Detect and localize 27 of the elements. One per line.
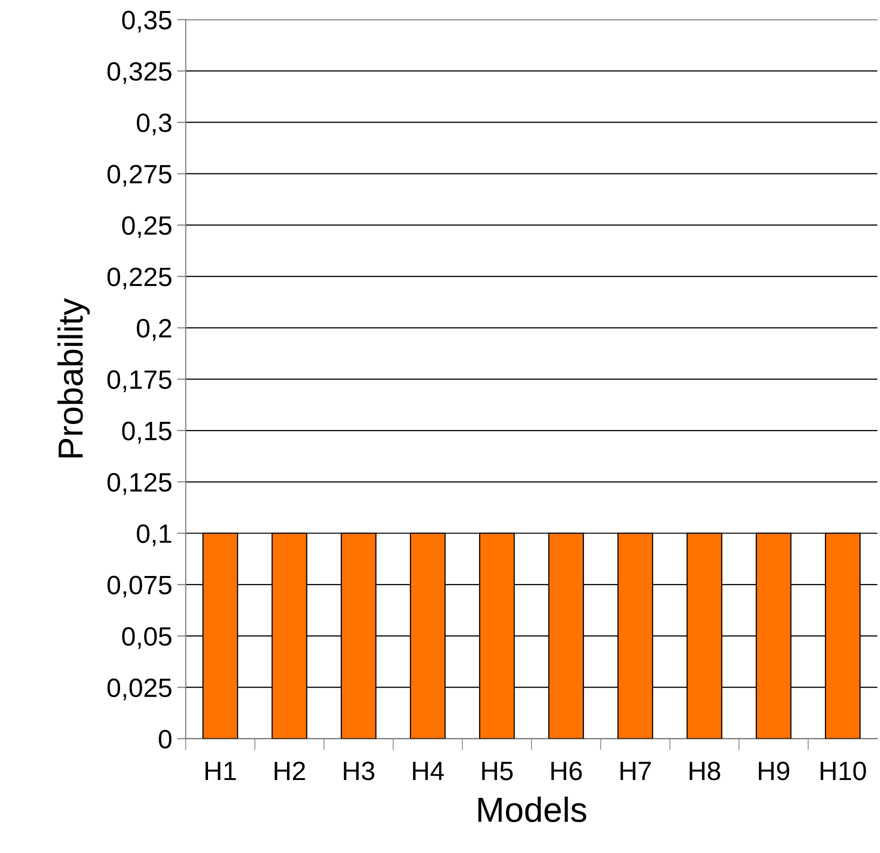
y-axis-title: Probability: [57, 298, 90, 458]
y-tick-label: 0,05: [122, 627, 172, 649]
y-tick-label: 0: [158, 730, 172, 749]
y-tick-label: 0,1: [136, 524, 172, 546]
y-tick-label: 0,2: [136, 318, 172, 341]
x-tick-label: H5: [482, 762, 513, 780]
x-tick-label: H4: [413, 762, 444, 780]
y-tick-label: 0,25: [122, 216, 172, 238]
x-tick-label: H10: [820, 762, 866, 780]
x-axis-title: Models: [478, 796, 586, 822]
y-tick-label: 0,15: [122, 422, 172, 444]
x-tick-label: H8: [690, 762, 720, 780]
x-tick-label: H6: [551, 762, 582, 780]
y-tick-label: 0,325: [107, 62, 172, 84]
x-tick-label: H7: [620, 762, 651, 780]
x-tick-label: H2: [274, 762, 305, 780]
y-tick-label: 0,275: [107, 164, 172, 187]
y-tick-label: 0,125: [107, 473, 172, 495]
x-tick-label: H9: [758, 762, 790, 780]
y-tick-label: 0,175: [107, 370, 172, 392]
y-tick-label: 0,3: [136, 113, 172, 136]
y-tick-label: 0,075: [107, 576, 172, 598]
x-tick-label: H1: [206, 762, 236, 780]
x-tick-label: H3: [344, 762, 374, 780]
y-tick-label: 0,025: [107, 678, 172, 700]
y-tick-label: 0,35: [122, 10, 172, 33]
y-tick-label: 0,225: [107, 268, 172, 290]
